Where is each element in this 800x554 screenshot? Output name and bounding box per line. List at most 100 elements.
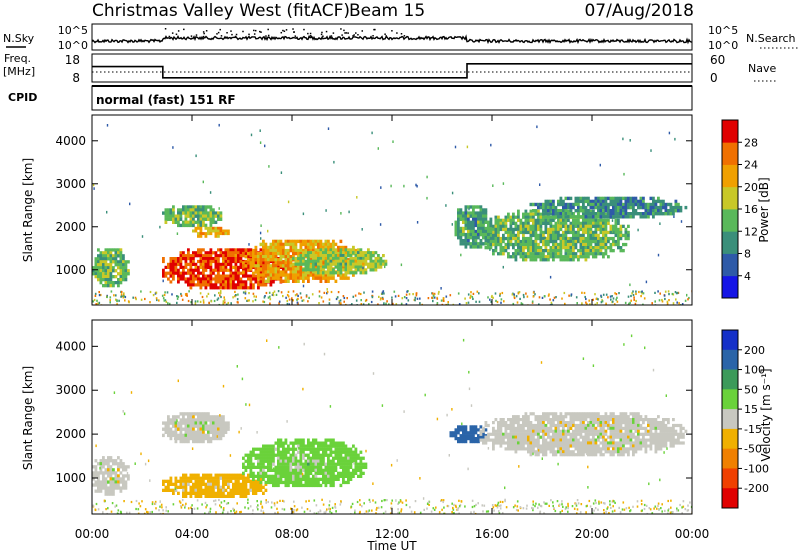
data-cell: [339, 462, 343, 466]
data-cell: [634, 196, 638, 201]
data-cell: [194, 208, 198, 212]
data-cell: [234, 473, 238, 477]
data-cell: [302, 256, 305, 261]
data-cell: [202, 473, 205, 477]
data-cell: [539, 212, 543, 216]
ground-scatter-cell: [581, 291, 583, 294]
data-cell: [219, 232, 223, 236]
sparse-cell: [657, 253, 660, 257]
data-cell: [259, 468, 263, 472]
data-cell: [497, 233, 500, 238]
data-cell: [597, 218, 600, 222]
sparse-cell: [571, 212, 573, 215]
data-cell: [327, 248, 330, 253]
data-cell: [559, 224, 563, 228]
data-cell: [104, 254, 108, 258]
data-cell: [332, 273, 335, 277]
data-cell: [264, 283, 268, 287]
data-cell: [292, 251, 295, 256]
data-cell: [557, 421, 560, 425]
data-cell: [482, 429, 485, 433]
sparse-cell: [403, 184, 405, 188]
data-cell: [117, 263, 120, 267]
data-cell: [212, 226, 215, 230]
data-cell: [249, 468, 253, 472]
data-cell: [554, 221, 558, 225]
data-cell: [347, 477, 350, 481]
data-cell: [244, 268, 248, 272]
data-cell: [269, 453, 273, 457]
data-cell: [599, 252, 603, 256]
data-cell: [224, 482, 228, 486]
data-cell: [169, 268, 173, 272]
data-cell: [297, 483, 300, 488]
sparse-cell: [379, 223, 382, 226]
data-cell: [227, 286, 230, 290]
data-cell: [257, 453, 260, 457]
data-cell: [494, 218, 498, 222]
data-cell: [282, 468, 285, 472]
data-cell: [262, 444, 265, 448]
data-cell: [307, 444, 310, 448]
data-cell: [669, 209, 673, 213]
data-cell: [607, 202, 610, 207]
data-cell: [237, 248, 240, 252]
data-cell: [327, 256, 330, 261]
data-cell: [347, 462, 350, 466]
data-cell: [284, 465, 288, 469]
data-cell: [212, 436, 215, 441]
data-cell: [179, 421, 183, 425]
data-cell: [207, 254, 210, 258]
data-cell: [242, 248, 245, 252]
data-cell: [579, 239, 583, 244]
data-cell: [329, 265, 333, 269]
data-cell: [289, 248, 293, 253]
data-cell: [214, 220, 218, 224]
data-cell: [207, 232, 210, 236]
data-cell: [467, 236, 470, 240]
data-cell: [202, 433, 205, 438]
data-cell: [274, 242, 278, 247]
data-cell: [509, 432, 513, 436]
data-cell: [222, 491, 225, 495]
data-cell: [284, 450, 288, 454]
data-cell: [339, 271, 343, 275]
data-cell: [549, 429, 553, 433]
data-cell: [617, 212, 620, 216]
data-cell: [614, 233, 618, 238]
data-cell: [557, 242, 560, 247]
data-cell: [249, 267, 253, 271]
data-cell: [319, 465, 323, 469]
sparse-cell: [536, 125, 538, 129]
ground-scatter-cell: [400, 302, 403, 305]
data-cell: [284, 480, 288, 485]
ground-scatter-cell: [180, 292, 182, 296]
noise-spike: [283, 30, 286, 33]
data-cell: [289, 459, 293, 463]
data-cell: [479, 205, 483, 209]
data-cell: [552, 239, 555, 244]
data-cell: [347, 465, 350, 469]
noise-spike: [267, 28, 269, 31]
data-cell: [527, 426, 530, 430]
ground-scatter-cell: [401, 297, 404, 300]
data-cell: [599, 236, 603, 241]
data-cell: [277, 438, 280, 442]
data-cell: [327, 254, 330, 258]
ground-scatter-cell: [495, 299, 497, 302]
data-cell: [192, 262, 195, 266]
data-cell: [534, 453, 538, 457]
ground-scatter-cell: [631, 292, 633, 295]
data-cell: [579, 249, 583, 253]
data-cell: [547, 252, 550, 256]
data-cell: [509, 233, 513, 238]
ground-scatter-cell: [538, 296, 541, 299]
data-cell: [532, 444, 535, 448]
data-cell: [322, 265, 325, 269]
data-cell: [574, 202, 578, 207]
data-cell: [524, 412, 528, 416]
data-cell: [464, 217, 468, 221]
data-cell: [474, 239, 478, 243]
data-cell: [122, 486, 125, 490]
data-cell: [339, 453, 343, 457]
